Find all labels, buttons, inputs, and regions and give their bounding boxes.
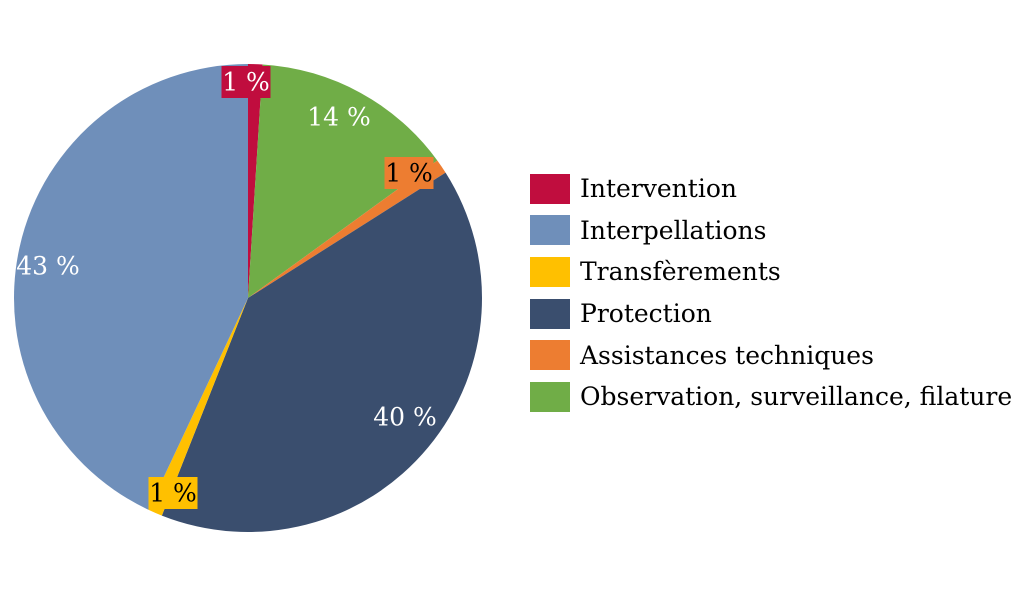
legend-label: Protection <box>580 299 712 329</box>
legend-item-interpellations: Interpellations <box>530 210 1012 252</box>
data-label-box <box>384 157 434 189</box>
data-label: 1 % <box>221 66 271 98</box>
legend-item-observation: Observation, surveillance, filature <box>530 376 1012 418</box>
data-label-text: 1 % <box>385 159 433 188</box>
legend-label: Observation, surveillance, filature <box>580 382 1013 412</box>
data-label-text: 43 % <box>16 252 80 281</box>
pie-slice-interpellations <box>14 64 249 510</box>
legend-swatch <box>530 173 570 204</box>
legend-swatch <box>530 381 570 412</box>
legend-item-assistances-techniques: Assistances techniques <box>530 334 1012 376</box>
pie-slice-transf-rements <box>148 298 248 516</box>
data-label-text: 1 % <box>149 479 197 508</box>
data-label-text: 1 % <box>222 68 270 97</box>
legend-label: Intervention <box>580 174 737 204</box>
data-label: 1 % <box>148 477 198 509</box>
pie-slice-assistances-techniques <box>248 160 446 298</box>
pie-slice-observation-surveillance-filature <box>248 64 438 298</box>
pie-slice-intervention <box>248 64 263 298</box>
legend-swatch <box>530 340 570 371</box>
legend-item-intervention: Intervention <box>530 168 1012 210</box>
data-label-box <box>148 477 198 509</box>
data-label-text: 40 % <box>373 403 437 432</box>
legend-swatch <box>530 256 570 287</box>
legend-swatch <box>530 215 570 246</box>
legend-label: Interpellations <box>580 215 767 245</box>
data-label: 14 % <box>307 103 371 132</box>
legend-item-transferements: Transfèrements <box>530 251 1012 293</box>
legend-swatch <box>530 298 570 329</box>
chart-legend: Intervention Interpellations Transfèreme… <box>530 168 1012 418</box>
data-label-text: 14 % <box>307 103 371 132</box>
pie-slice-protection <box>161 172 482 533</box>
legend-label: Transfèrements <box>580 257 781 287</box>
data-label: 43 % <box>16 252 80 281</box>
legend-item-protection: Protection <box>530 293 1012 335</box>
data-label-box <box>221 66 271 98</box>
legend-label: Assistances techniques <box>580 340 874 370</box>
data-label: 1 % <box>384 157 434 189</box>
data-label: 40 % <box>373 403 437 432</box>
